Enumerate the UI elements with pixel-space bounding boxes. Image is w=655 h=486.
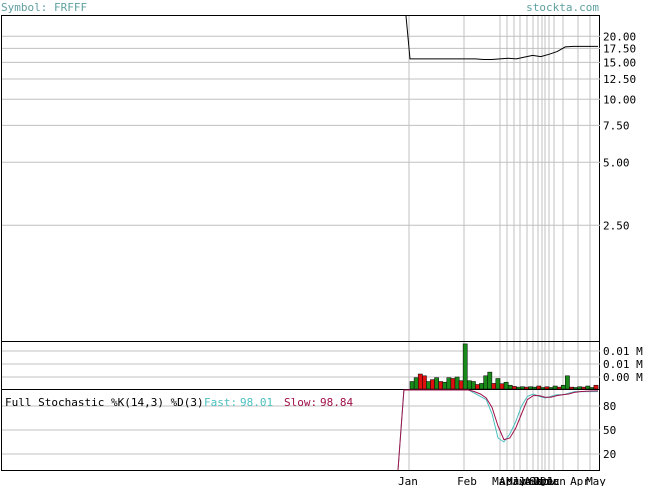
- volume-bar: [577, 386, 583, 390]
- slow-line: [397, 389, 599, 471]
- volume-bar: [556, 386, 562, 390]
- volume-bar: [434, 377, 439, 390]
- volume-bar: [458, 380, 464, 390]
- price-tick-label: 10.00: [603, 93, 636, 106]
- volume-bar: [491, 383, 497, 390]
- volume-grid: [2, 342, 600, 389]
- volume-bar: [487, 371, 493, 390]
- volume-bar: [593, 384, 599, 390]
- volume-bar: [430, 379, 435, 390]
- volume-bar: [585, 385, 591, 390]
- site-label: stockta.com: [526, 1, 599, 14]
- price-tick-label: 20.00: [603, 30, 636, 43]
- volume-bar: [573, 387, 578, 390]
- volume-panel-frame: [1, 341, 600, 390]
- volume-bar: [581, 386, 587, 390]
- volume-bar: [483, 375, 489, 390]
- symbol-label: Symbol: FRFFF: [1, 1, 87, 14]
- x-axis-label: Apr: [570, 475, 590, 486]
- x-axis-label: Jan: [398, 475, 418, 486]
- volume-bar: [520, 386, 525, 390]
- volume-bar: [548, 387, 554, 390]
- stochastic-tick-label: 50: [603, 424, 616, 437]
- volume-bar: [475, 384, 480, 390]
- volume-bar: [528, 386, 533, 390]
- volume-bar: [417, 373, 423, 390]
- price-tick-label: 15.00: [603, 56, 636, 69]
- volume-bar: [438, 381, 444, 390]
- volume-bar: [413, 377, 419, 390]
- stochastic-tick-labels: 80 50 20: [603, 400, 616, 461]
- x-axis-label: May: [506, 475, 526, 486]
- stochastic-lines: [397, 389, 599, 471]
- volume-bar: [471, 381, 476, 390]
- stochastic-fast-label: Fast:: [204, 396, 237, 409]
- stochastic-title: Full Stochastic %K(14,3) %D(3): [5, 396, 204, 409]
- price-tick-label: 5.00: [603, 156, 630, 169]
- volume-bar: [560, 384, 566, 390]
- x-axis-label: Sep: [529, 475, 549, 486]
- volume-bar: [466, 380, 472, 390]
- price-panel-frame: [1, 15, 600, 342]
- x-axis-label: Jun: [512, 475, 532, 486]
- x-axis-label: Aug: [524, 475, 544, 486]
- stochastic-slow-label: Slow:: [284, 396, 317, 409]
- volume-bar: [503, 381, 509, 390]
- volume-bar: [552, 385, 558, 390]
- stochastic-fast-value: 98.01: [240, 396, 273, 409]
- volume-bar: [442, 381, 448, 390]
- volume-bar: [462, 343, 468, 390]
- volume-bar: [511, 386, 517, 390]
- price-tick-label: 7.50: [603, 119, 630, 132]
- volume-bar: [507, 384, 513, 390]
- x-axis-label: Jul: [518, 475, 538, 486]
- x-axis-label: Feb: [457, 475, 477, 486]
- price-series-line: [405, 15, 598, 60]
- volume-bar: [422, 375, 427, 390]
- volume-bar: [479, 383, 484, 390]
- stochastic-slow-value: 98.84: [320, 396, 353, 409]
- price-tick-label: 2.50: [603, 219, 630, 232]
- volume-bar: [499, 383, 505, 390]
- volume-bar: [565, 375, 570, 390]
- volume-bar: [540, 387, 546, 390]
- volume-bar: [516, 386, 521, 390]
- volume-bar: [454, 376, 460, 390]
- price-line-layer: [405, 15, 598, 60]
- volume-bar: [409, 381, 415, 390]
- volume-bar: [446, 377, 452, 390]
- volume-bar: [495, 378, 501, 390]
- volume-tick-label: 0.00 M: [603, 371, 643, 384]
- x-axis-label: Oct: [533, 475, 553, 486]
- volume-bar: [589, 387, 595, 390]
- volume-bar: [536, 385, 542, 390]
- x-axis-label: Jan: [546, 475, 566, 486]
- volume-bars: [409, 343, 599, 390]
- x-axis-label: May: [586, 475, 606, 486]
- volume-tick-labels: 0.01 M0.01 M0.00 M: [603, 345, 643, 384]
- volume-bar: [450, 378, 456, 390]
- volume-bar: [569, 386, 574, 390]
- price-grid: [2, 16, 600, 341]
- volume-bar: [532, 386, 538, 390]
- volume-bar: [524, 386, 529, 390]
- volume-bar: [544, 386, 550, 390]
- stochastic-tick-label: 20: [603, 448, 616, 461]
- x-axis-label: Dec: [540, 475, 560, 486]
- volume-bar: [426, 381, 431, 390]
- price-tick-label: 17.50: [603, 42, 636, 55]
- x-axis-label: Mar: [492, 475, 512, 486]
- volume-tick-label: 0.01 M: [603, 345, 643, 358]
- x-axis-label: Apr: [499, 475, 519, 486]
- x-axis-label: Nov: [536, 475, 556, 486]
- stochastic-tick-label: 80: [603, 400, 616, 413]
- volume-tick-label: 0.01 M: [603, 358, 643, 371]
- price-tick-label: 12.50: [603, 73, 636, 86]
